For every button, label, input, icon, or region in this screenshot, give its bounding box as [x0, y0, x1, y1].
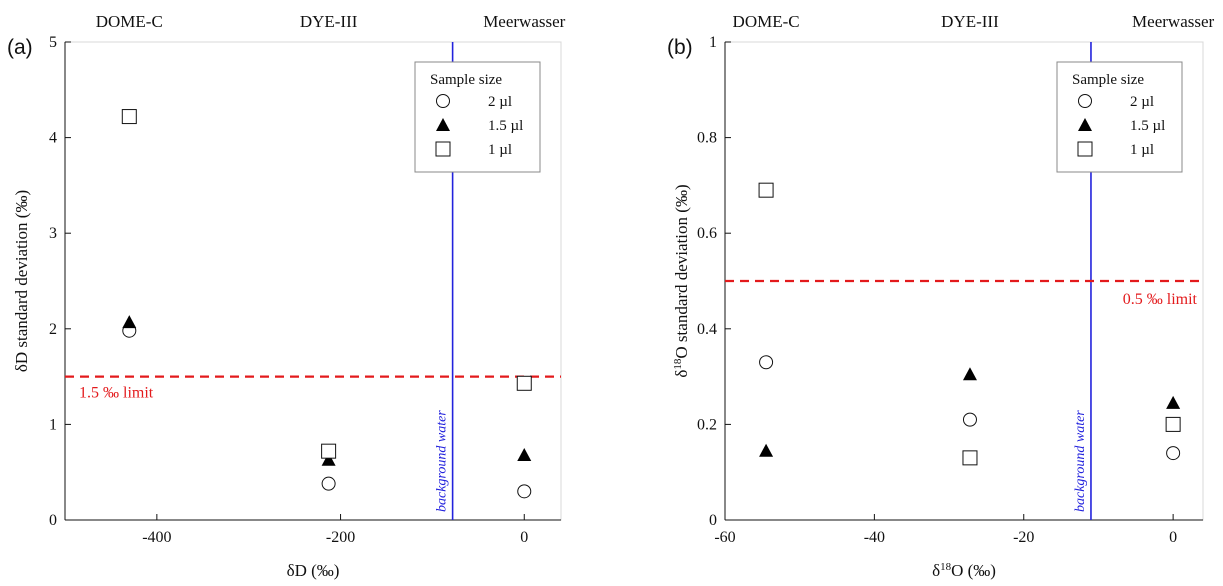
data-point-square: [1165, 416, 1181, 432]
legend-marker-triangle: [436, 118, 450, 131]
data-point-triangle: [1166, 395, 1181, 409]
y-tick-label: 0.4: [697, 321, 717, 338]
category-label: DYE-III: [941, 12, 999, 31]
y-tick-label: 0: [49, 512, 57, 529]
data-point-circle: [759, 355, 774, 370]
x-tick-label: -60: [714, 529, 735, 546]
y-tick-label: 1: [49, 416, 57, 433]
background-water-label: background water: [1073, 410, 1088, 512]
legend: Sample size 2 µl 1.5 µl 1 µl: [414, 61, 541, 173]
x-tick-label: -40: [864, 529, 885, 546]
category-label: Meerwasser: [1132, 12, 1214, 31]
chart-panel-b: 0 0.2 0.4 0.6 0.8 1 -60 -40 -20 0 δ18O (‰) δ18O sta…: [667, 12, 1215, 580]
limit-label: 0.5 ‰ limit: [1123, 291, 1198, 308]
y-tick-label: 0.2: [697, 416, 717, 433]
legend-item-label: 1 µl: [488, 142, 512, 158]
category-label: DYE-III: [300, 12, 358, 31]
chart-panel-a: 0 1 2 3 4 5 -400 -200 0 δD (‰) δD standard deviati…: [7, 12, 566, 580]
data-point-square: [962, 450, 978, 466]
legend-item-label: 1 µl: [1130, 142, 1154, 158]
x-tick-label: 0: [1169, 529, 1177, 546]
category-label: Meerwasser: [483, 12, 565, 31]
x-tick-label: -20: [1013, 529, 1034, 546]
category-label: DOME-C: [96, 12, 163, 31]
data-point-triangle: [962, 367, 977, 381]
y-tick-label: 0.8: [697, 130, 717, 147]
data-point-circle: [1166, 446, 1181, 461]
panel-label: (b): [667, 36, 693, 59]
data-point-triangle: [321, 452, 336, 466]
data-point-triangle: [759, 443, 774, 457]
legend-item-label: 2 µl: [488, 94, 512, 110]
y-tick-label: 1: [709, 34, 717, 51]
legend-item-label: 2 µl: [1130, 94, 1154, 110]
data-point-square: [516, 375, 532, 391]
x-axis-title: δD (‰): [287, 561, 340, 580]
x-tick-label: -400: [142, 529, 171, 546]
x-axis-title: δ18O (‰): [932, 561, 996, 580]
y-tick-label: 2: [49, 321, 57, 338]
y-tick-label: 4: [49, 130, 57, 147]
data-point-circle: [321, 476, 336, 491]
data-point-square: [758, 182, 774, 198]
legend-title: Sample size: [430, 72, 502, 88]
y-axis-title: δD standard deviation (‰): [12, 190, 31, 372]
data-point-circle: [517, 484, 532, 499]
y-tick-label: 3: [49, 225, 57, 242]
data-point-triangle: [122, 315, 137, 329]
data-point-circle: [962, 412, 977, 427]
y-tick-label: 5: [49, 34, 57, 51]
legend-marker-circle: [436, 94, 450, 108]
legend-title: Sample size: [1072, 72, 1144, 88]
legend: Sample size 2 µl 1.5 µl 1 µl: [1056, 61, 1183, 173]
category-label: DOME-C: [733, 12, 800, 31]
panel-label: (a): [7, 36, 33, 59]
data-point-square: [321, 443, 337, 459]
data-point-square: [121, 109, 137, 125]
x-tick-label: -200: [326, 529, 355, 546]
legend-item-label: 1.5 µl: [1130, 118, 1165, 134]
legend-marker-square: [1077, 141, 1093, 157]
legend-marker-circle: [1078, 94, 1092, 108]
background-water-label: background water: [435, 410, 450, 512]
limit-label: 1.5 ‰ limit: [79, 385, 154, 402]
y-axis-title: δ18O standard deviation (‰): [672, 184, 691, 377]
y-tick-label: 0.6: [697, 225, 717, 242]
legend-item-label: 1.5 µl: [488, 118, 523, 134]
x-tick-label: 0: [520, 529, 528, 546]
legend-marker-square: [435, 141, 451, 157]
y-tick-label: 0: [709, 512, 717, 529]
legend-marker-triangle: [1078, 118, 1092, 131]
data-point-triangle: [517, 447, 532, 461]
